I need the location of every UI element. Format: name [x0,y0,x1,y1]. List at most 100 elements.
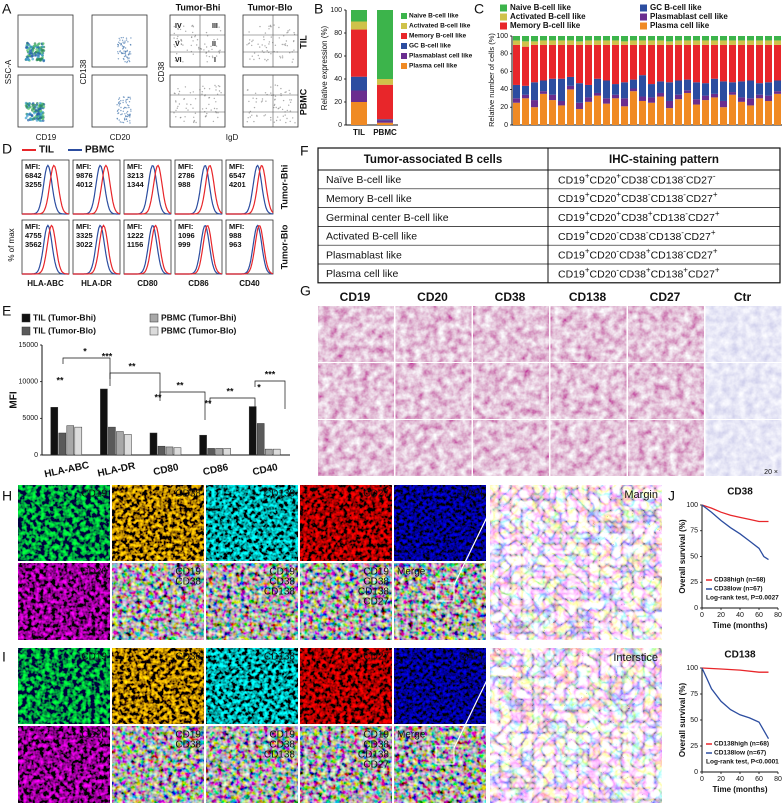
channel-label: CD38 [175,740,201,751]
flow-dot [118,101,121,103]
x-label: CD80 [137,279,158,288]
bar-segment [774,36,781,41]
flow-dot [39,101,42,105]
flow-dot [178,93,180,95]
flow-dot [128,57,130,59]
panel-letter: B [314,1,323,17]
bar-segment [702,36,709,41]
bar-segment [513,98,520,103]
bar-segment [377,119,393,121]
flow-dot [185,107,187,110]
bar-segment [630,88,637,92]
mfi-label: MFI: [76,162,91,171]
significance: *** [265,369,276,379]
flow-dot [28,44,31,47]
flow-dot [192,40,194,42]
bar-segment [567,36,574,41]
fluorescence-image [300,563,392,640]
ihc-image [550,363,627,419]
bar-segment [603,80,610,99]
flow-dot [117,58,120,60]
fluorescence-image [112,726,204,803]
x-label: HLA-DR [81,279,112,288]
bar-segment [702,100,709,125]
ihc-image [628,420,704,476]
flow-dot [192,91,194,93]
legend-swatch [401,53,407,59]
flow-dot [122,96,125,98]
bar [173,447,182,456]
flow-dot [129,114,131,117]
flow-dot [177,105,179,108]
fluorescence-image [394,485,486,561]
flow-dot [253,120,255,123]
bar-segment [738,40,745,45]
bar-segment [693,40,700,45]
column-title: CD27 [650,290,681,304]
flow-dot [130,110,132,112]
text-run: CD20 [590,249,617,261]
flow-dot [274,95,277,97]
bar-segment [612,36,619,41]
flow-dot [218,50,220,52]
bar-segment [756,44,763,84]
bar-segment [549,40,556,45]
flow-dot [214,44,216,47]
bar-segment [567,76,574,86]
mfi-label: MFI: [127,222,142,231]
bar-segment [522,98,529,125]
flow-dot [125,51,127,53]
flow-dot [29,45,33,49]
zoom-box [435,745,455,765]
test-label: Log-rank test, P=0.0027 [706,595,779,602]
flow-dot [31,49,35,52]
legend-swatch [401,23,407,29]
flow-dot [31,57,34,61]
flow-dot [121,121,123,124]
text-run: + [585,265,590,274]
flow-dot [35,119,39,122]
flow-dot [218,52,221,54]
flow-dot [26,55,29,59]
bar-segment [684,44,691,80]
flow-dot [281,57,284,59]
bar-segment [513,40,520,45]
flow-dot [180,43,183,45]
flow-dot [116,117,118,120]
flow-dot [27,58,31,61]
flow-dot [254,92,257,95]
bar-segment [513,102,520,125]
bar-segment [711,78,718,94]
axis-label: CD138 [79,59,88,84]
bar-segment [774,44,781,81]
flow-dot [38,52,41,56]
text-run: + [585,227,590,236]
flow-dot [177,28,179,30]
bar-segment [720,81,727,101]
bar-segment [585,84,592,98]
bar-segment [594,36,601,41]
ihc-image [705,363,782,419]
flow-dot [256,114,258,117]
bar-segment [684,36,691,41]
flow-dot [264,58,266,61]
histogram-curve [22,164,70,215]
ihc-image [318,306,394,362]
flow-dot [273,104,276,107]
flow-dot [129,122,131,124]
bar [199,434,207,456]
flow-dot [128,101,131,103]
zoom-image [490,485,662,640]
bar-segment [675,80,682,95]
table-cell: CD19+CD20+CD38+CD138-CD27+ [558,209,720,224]
bar-segment [585,101,592,125]
mfi-label: MFI: [127,162,142,171]
table-cell: CD19+CD20+CD38-CD138-CD27- [558,171,716,186]
flow-dot [205,55,208,57]
flow-dot [128,51,131,53]
flow-dot [216,93,219,96]
flow-dot [251,40,253,43]
flow-dot [261,50,264,52]
flow-dot [285,91,287,93]
zoom-box [435,582,455,602]
